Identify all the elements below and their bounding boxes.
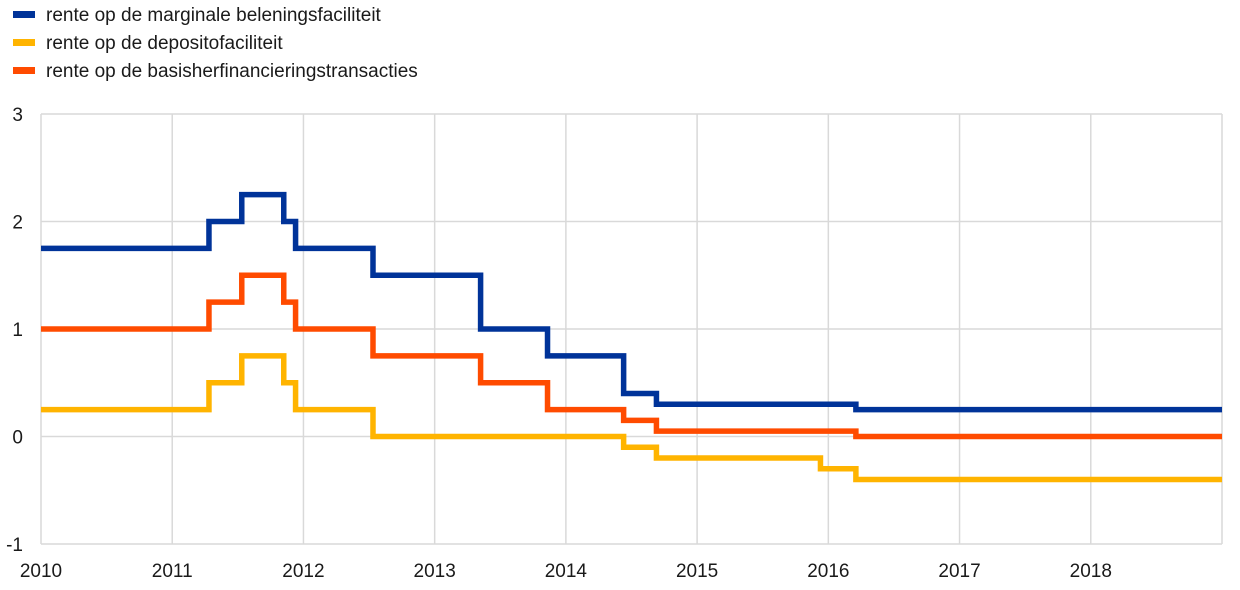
series-line-2 [41, 353, 1222, 483]
series-line-3 [41, 272, 1222, 440]
y-tick-label: 1 [12, 320, 23, 341]
x-tick-label: 2017 [938, 561, 980, 582]
y-tick-label: -1 [6, 535, 23, 556]
legend-swatch [13, 67, 35, 74]
x-tick-label: 2010 [20, 561, 62, 582]
legend-swatch [13, 11, 35, 18]
x-tick-label: 2016 [807, 561, 849, 582]
grid [40, 113, 1223, 545]
series-lines [41, 191, 1222, 483]
x-tick-label: 2018 [1070, 561, 1112, 582]
y-tick-label: 2 [12, 213, 23, 234]
legend-label: rente op de basisherfinancieringstransac… [46, 61, 418, 82]
legend: rente op de marginale beleningsfacilitei… [13, 5, 418, 82]
x-tick-label: 2014 [545, 561, 588, 582]
x-tick-label: 2012 [282, 561, 324, 582]
x-tick-label: 2011 [152, 561, 193, 582]
axes: -1 0 1 2 3 2010 2011 2012 2013 2014 2015 2016 2017 20… [6, 105, 1112, 582]
x-tick-label: 2015 [676, 561, 718, 582]
y-tick-label: 0 [12, 428, 23, 449]
legend-label: rente op de marginale beleningsfacilitei… [46, 5, 382, 26]
legend-label: rente op de depositofaciliteit [46, 33, 283, 54]
series-line-1 [41, 191, 1222, 413]
legend-swatch [13, 39, 35, 46]
y-tick-label: 3 [12, 105, 23, 126]
x-tick-label: 2013 [414, 561, 456, 582]
